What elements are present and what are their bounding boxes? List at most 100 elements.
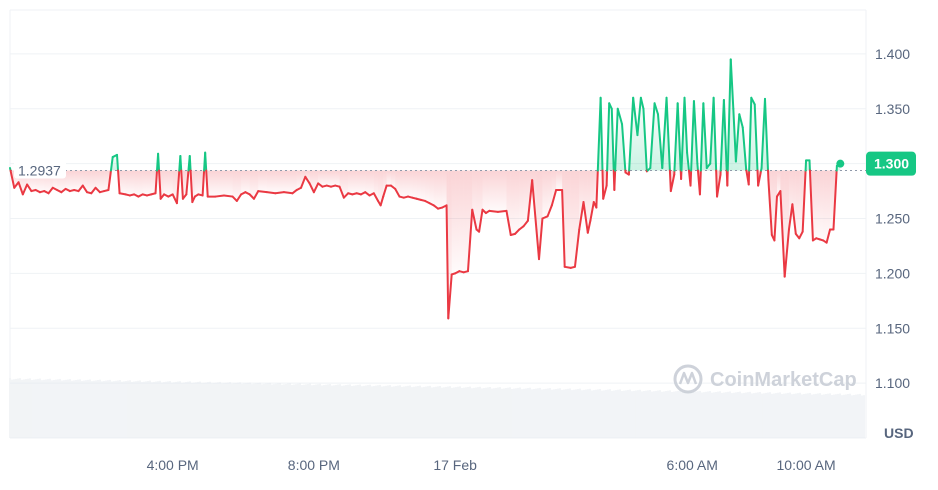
- area-segment: [160, 170, 165, 199]
- area-segment: [142, 170, 147, 196]
- area-segment: [536, 170, 540, 260]
- line-segment-up: [719, 98, 725, 172]
- line-segment-down: [586, 219, 592, 234]
- area-segment: [69, 170, 75, 192]
- area-segment: [378, 170, 381, 206]
- x-tick-label: 8:00 PM: [288, 457, 340, 473]
- y-tick-label: 1.100: [875, 375, 910, 391]
- x-tick-label: 17 Feb: [433, 457, 477, 473]
- area-segment: [399, 170, 404, 198]
- line-segment-down: [117, 169, 121, 195]
- line-segment-up: [690, 100, 695, 172]
- line-segment-down: [550, 188, 558, 207]
- line-segment-up: [680, 96, 686, 172]
- area-segment: [451, 170, 456, 275]
- line-segment-down: [522, 219, 529, 228]
- area-segment: [339, 170, 344, 198]
- price-line: [9, 58, 842, 320]
- line-segment-up: [732, 107, 737, 163]
- area-segment: [104, 170, 109, 192]
- area-segment: [296, 170, 302, 190]
- line-segment-down: [563, 265, 572, 269]
- area-segment: [182, 170, 187, 199]
- area-segment: [245, 170, 250, 195]
- line-segment-up: [741, 126, 748, 171]
- area-segment: [309, 170, 314, 193]
- area-segment: [360, 170, 366, 195]
- line-segment-up: [649, 102, 656, 170]
- area-segment: [823, 170, 827, 243]
- line-segment-down: [158, 169, 162, 200]
- area-segment: [574, 170, 580, 267]
- line-segment-down: [304, 175, 311, 185]
- line-segment-down: [154, 169, 158, 195]
- area-segment: [590, 170, 594, 221]
- line-segment-down: [466, 208, 474, 273]
- line-segment-up: [729, 58, 735, 110]
- line-segment-up: [116, 153, 120, 172]
- area-segment: [539, 170, 543, 260]
- reference-label: 1.2937: [14, 160, 66, 179]
- y-tick-label: 1.150: [875, 320, 910, 336]
- line-segment-up: [639, 96, 645, 110]
- line-segment-up: [608, 102, 613, 110]
- area-segment: [74, 170, 79, 192]
- line-segment-down: [808, 169, 814, 242]
- area-segment: [87, 170, 92, 194]
- line-segment-up: [616, 107, 624, 126]
- area-segment: [819, 170, 824, 241]
- line-segment-down: [445, 204, 450, 320]
- area-segment: [95, 170, 100, 193]
- area-segment: [551, 170, 557, 206]
- area-segment: [198, 170, 203, 196]
- currency-label: USD: [884, 425, 914, 441]
- line-segment-down: [488, 209, 499, 213]
- y-tick-label: 1.400: [875, 46, 910, 62]
- line-segment-up: [696, 162, 699, 172]
- area-segment: [816, 170, 820, 240]
- area-segment: [438, 170, 443, 209]
- line-segment-up: [628, 96, 635, 172]
- area-segment: [788, 170, 793, 230]
- line-segment-down: [531, 179, 538, 231]
- line-segment-up: [753, 103, 759, 172]
- area-segment: [322, 170, 327, 187]
- line-segment-down: [205, 169, 209, 198]
- area-segment: [112, 154, 117, 171]
- area-segment: [266, 170, 276, 194]
- area-segment: [151, 170, 156, 195]
- line-segment-up: [621, 123, 627, 172]
- line-segment-down: [698, 169, 702, 196]
- area-segment: [795, 170, 800, 239]
- line-segment-up: [699, 102, 705, 172]
- line-segment-down: [514, 228, 521, 235]
- line-segment-down: [9, 169, 16, 189]
- current-price-badge: 1.300: [836, 151, 916, 176]
- line-segment-up: [204, 151, 208, 172]
- area-segment: [519, 170, 524, 230]
- price-area: [10, 59, 841, 319]
- area-segment: [356, 170, 361, 195]
- area-segment: [830, 170, 834, 230]
- area-segment: [542, 170, 548, 219]
- area-segment: [403, 170, 409, 198]
- area-segment: [497, 170, 507, 212]
- area-segment: [425, 170, 430, 204]
- line-segment-down: [342, 192, 350, 199]
- area-segment: [640, 97, 644, 171]
- line-segment-up: [763, 97, 770, 172]
- area-segment: [442, 170, 447, 208]
- line-segment-down: [90, 186, 97, 195]
- area-segment: [318, 170, 323, 187]
- area-segment: [119, 170, 126, 195]
- area-segment: [146, 170, 152, 196]
- area-segment: [224, 170, 233, 197]
- y-tick-label: 1.250: [875, 211, 910, 227]
- current-price-value: 1.300: [874, 156, 909, 172]
- x-tick-label: 4:00 PM: [147, 457, 199, 473]
- line-segment-down: [191, 195, 196, 204]
- line-segment-down: [185, 169, 190, 196]
- line-segment-up: [738, 113, 744, 129]
